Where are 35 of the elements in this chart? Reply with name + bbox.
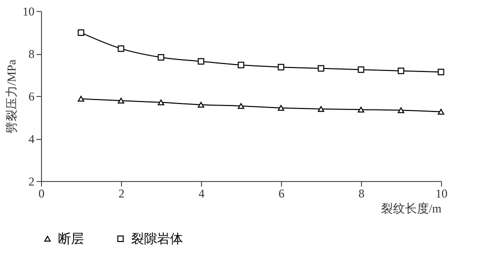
point [158, 100, 164, 106]
legend-label: 断层 [58, 230, 84, 246]
y-tick-label: 4 [28, 132, 34, 146]
point [438, 108, 444, 115]
point [78, 96, 84, 102]
point [118, 45, 124, 52]
point [278, 105, 284, 111]
point [438, 68, 444, 76]
y-tick-label: 10 [22, 4, 34, 18]
point [158, 54, 164, 61]
x-tick-label: 0 [38, 186, 44, 200]
point [238, 103, 244, 109]
x-tick-label: 4 [198, 186, 204, 200]
point [198, 102, 204, 108]
point [118, 98, 124, 104]
point [318, 106, 324, 112]
y-tick-label: 6 [28, 90, 34, 104]
point [238, 62, 244, 68]
x-tick-label: 2 [118, 186, 124, 200]
point [398, 107, 404, 114]
point [198, 58, 204, 65]
x-tick-label: 10 [436, 186, 448, 200]
legend-label: 裂隙岩体 [131, 230, 183, 246]
y-axis-title: 劈裂压力/MPa [4, 58, 18, 134]
point [398, 68, 404, 74]
point [278, 64, 284, 70]
x-axis-title: 裂纹长度/m [380, 202, 442, 216]
point [78, 29, 84, 36]
point [358, 106, 364, 112]
y-tick-label: 2 [28, 174, 34, 188]
y-tick-label: 8 [28, 47, 34, 61]
point [358, 66, 364, 73]
point [318, 65, 324, 72]
x-tick-label: 6 [278, 186, 284, 200]
x-tick-label: 8 [358, 186, 364, 200]
